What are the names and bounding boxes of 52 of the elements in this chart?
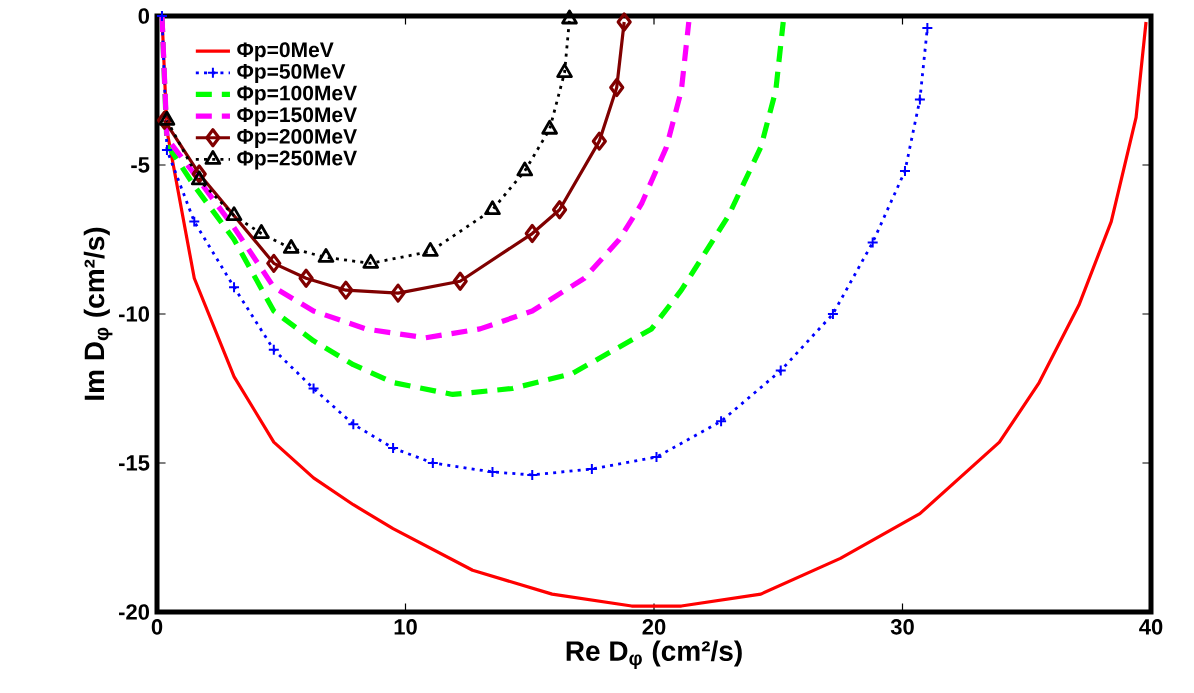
legend-label: Φp=0MeV [237,42,334,62]
point [556,63,573,79]
point [609,77,625,98]
x-tick-label: 10 [394,619,417,635]
point [422,242,439,257]
legend-label: Φp=50MeV [237,63,346,83]
point [561,9,578,25]
point [190,170,208,186]
point [715,415,728,428]
point [524,223,540,244]
point [253,224,270,239]
point [541,119,558,135]
point [516,161,534,177]
point [267,343,280,356]
point [616,12,632,32]
point [282,239,300,254]
legend-label: Φp=100MeV [237,85,357,105]
point [266,253,282,273]
point [866,236,879,249]
point [347,418,360,431]
legend-label: Φp=200MeV [237,128,357,148]
y-tick-label: 0 [138,8,150,24]
point [307,382,320,395]
point [188,215,201,228]
point [913,93,926,106]
y-axis-title: Im D$_{φ}$ (cm²/s) [83,227,113,400]
x-tick-label: 40 [1139,619,1163,635]
x-axis-title: Re D$_{φ}$ (cm²/s) [566,640,742,670]
point [158,110,176,126]
y-tick-label: -15 [118,455,150,471]
x-tick-label: 20 [642,619,666,635]
y-tick-label: -10 [118,306,150,322]
legend-label: Φp=250MeV [237,150,357,170]
point [551,200,568,220]
x-tick-label: 30 [890,619,914,635]
point [298,268,314,288]
point [225,206,243,222]
point [362,253,380,269]
y-tick-label: -5 [131,157,150,173]
legend-label: Φp=150MeV [237,107,357,127]
y-tick-label: -20 [118,604,150,620]
point [338,280,354,300]
point [390,283,406,303]
point [591,131,607,151]
point [228,281,241,294]
point [484,200,501,216]
point [826,308,839,320]
point [426,457,439,469]
point [317,247,335,263]
point [452,271,468,291]
x-tick-label: 0 [151,619,163,635]
point [774,364,787,377]
